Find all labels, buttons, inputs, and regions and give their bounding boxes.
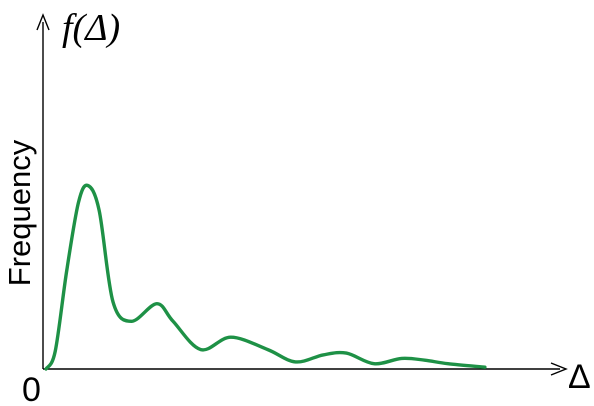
origin-label: 0: [22, 371, 41, 406]
series-layer: [44, 183, 487, 371]
axes: [36, 13, 568, 376]
y-axis-arrow: [36, 13, 50, 31]
x-axis-label: Δ: [568, 358, 591, 396]
y-axis-label: Frequency: [2, 139, 37, 286]
series-line-1: [44, 183, 487, 371]
x-axis-arrow: [550, 362, 568, 376]
chart-title: f(Δ): [62, 7, 120, 49]
